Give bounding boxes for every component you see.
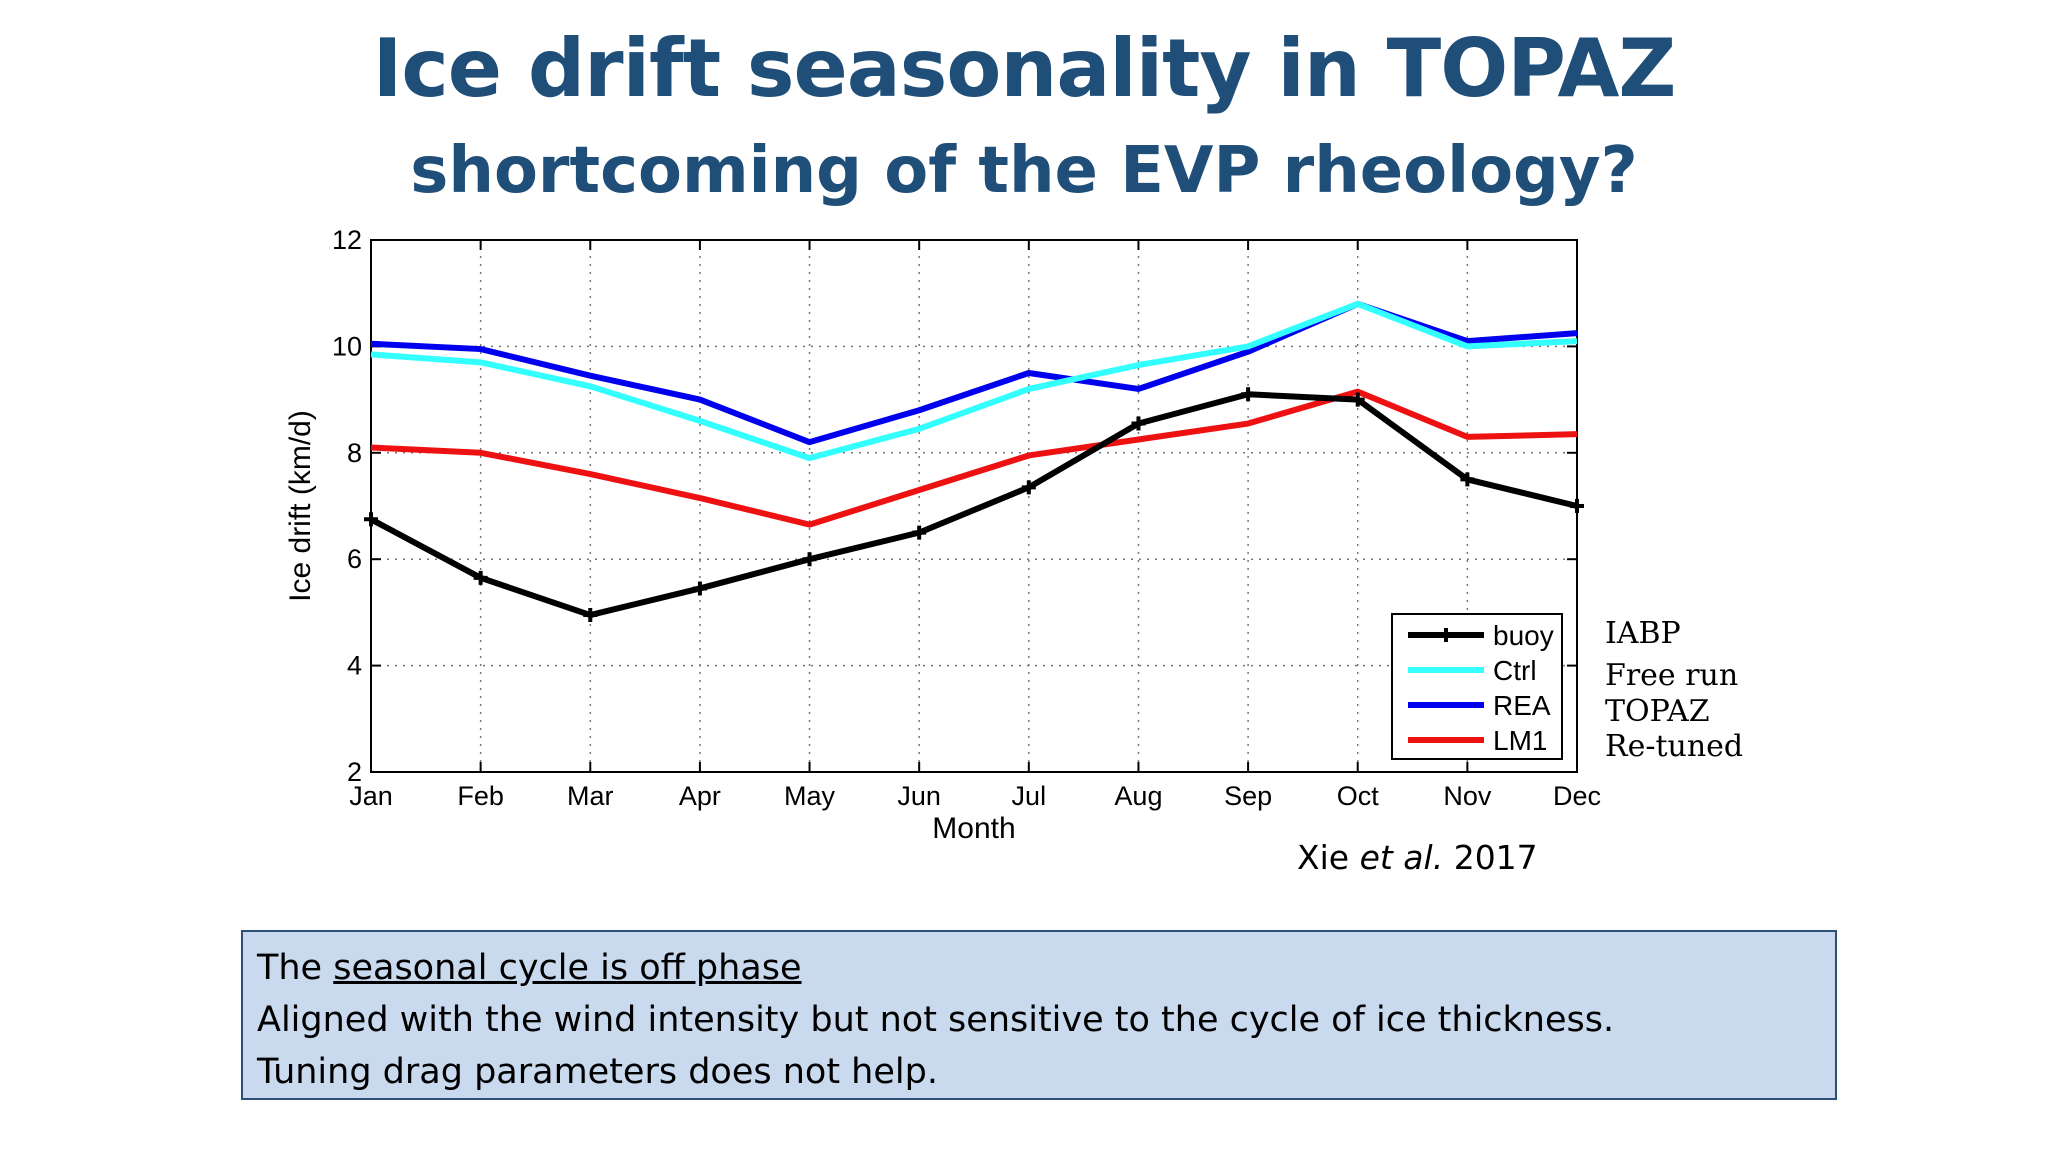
note-line-1-prefix: The [257,948,334,988]
x-tick-label: Nov [1443,781,1492,811]
x-tick-label: Sep [1224,781,1272,811]
legend-box [1391,613,1563,760]
data-point-buoy [912,525,927,540]
y-tick-label: 6 [347,544,362,574]
x-tick-label: Dec [1553,781,1601,811]
series-line-rea [370,300,1578,446]
data-point-buoy [473,570,488,585]
legend: buoy Ctrl REA LM1 [1391,613,1563,760]
citation-prefix: Xie [1297,838,1360,877]
citation-suffix: 2017 [1443,838,1538,877]
x-axis-label: Month [932,812,1015,845]
data-point-buoy [1241,387,1256,402]
slide-title: Ice drift seasonality in TOPAZ [372,22,1677,115]
x-tick-label: Oct [1337,781,1380,811]
note-line-1-underlined: seasonal cycle is off phase [333,948,802,988]
note-line-2: Aligned with the wind intensity but not … [257,1000,1615,1040]
y-tick-label: 12 [332,225,362,255]
data-point-buoy [583,608,598,623]
x-tick-label: May [784,781,836,811]
note-line-3: Tuning drag parameters does not help. [257,1052,938,1092]
x-tick-label: Mar [567,781,614,811]
slide-subtitle: shortcoming of the EVP rheology? [410,134,1638,208]
citation-italic: et al. [1359,838,1444,877]
legend-label-buoy: buoy [1493,620,1554,651]
legend-label-lm1: LM1 [1493,725,1547,756]
y-tick-label: 2 [347,757,362,787]
data-point-buoy [1021,480,1036,495]
note-line-1: The seasonal cycle is off phase [257,942,1821,994]
y-tick-label: 8 [347,438,362,468]
legend-label-ctrl: Ctrl [1493,655,1537,686]
summary-note-box: The seasonal cycle is off phase Aligned … [241,930,1837,1100]
legend-note-iabp: IABP [1605,616,1681,651]
data-point-buoy [1131,416,1146,431]
legend-note-free-run: Free run [1605,658,1739,693]
axis-ticks [370,239,1578,773]
x-tick-label: Aug [1114,781,1162,811]
grid-lines [371,240,1577,772]
citation: Xie et al. 2017 [1297,838,1538,877]
series-line-buoy [369,391,1578,619]
legend-note-topaz: TOPAZ [1605,694,1710,729]
y-axis-label: Ice drift (km/d) [284,410,317,602]
data-point-buoy [1570,499,1584,513]
x-tick-label: Jan [349,781,393,811]
data-point-buoy [802,552,817,567]
axis-labels: Jan Feb Mar Apr May Jun Jul Aug Sep Oct Nov Dec 2 4 6 8… [284,225,1601,845]
legend-label-rea: REA [1493,690,1551,721]
data-point-buoy [692,581,707,596]
series-lines [364,300,1584,623]
series-line-lm1 [370,388,1578,528]
x-tick-label: Apr [679,781,721,811]
data-point-buoy [364,512,378,527]
x-tick-label: Feb [457,781,504,811]
y-tick-label: 10 [332,331,362,361]
data-point-buoy [1460,472,1475,487]
y-tick-label: 4 [347,651,362,681]
data-point-buoy [1350,392,1365,407]
x-tick-label: Jul [1012,781,1047,811]
legend-marker-buoy [1439,628,1453,642]
legend-note-re-tuned: Re-tuned [1605,729,1744,764]
x-tick-label: Jun [897,781,941,811]
series-line-ctrl [370,300,1578,462]
